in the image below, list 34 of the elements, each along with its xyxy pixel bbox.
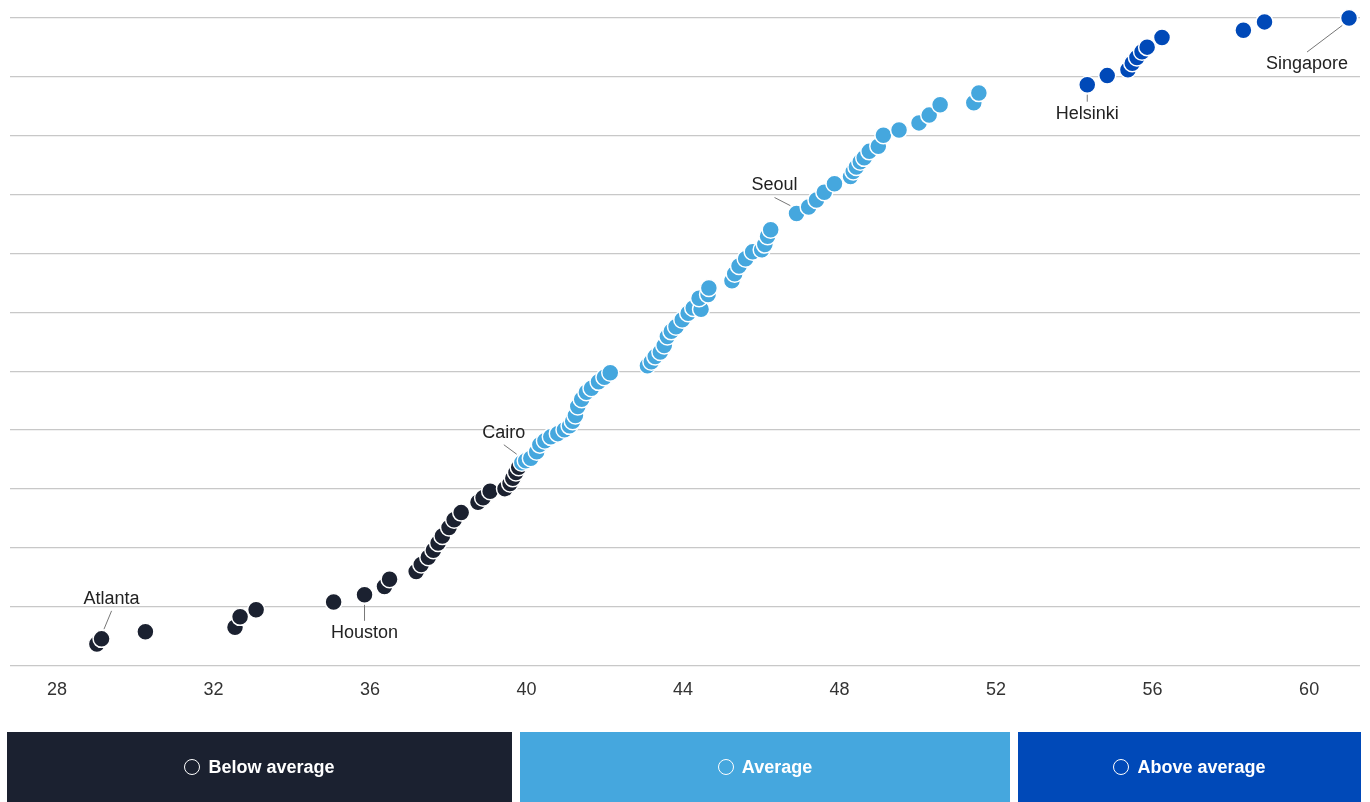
x-tick-label: 56 xyxy=(1142,679,1163,700)
point xyxy=(246,600,266,619)
point xyxy=(1152,28,1172,47)
point xyxy=(324,592,343,612)
point xyxy=(1234,21,1253,40)
annotation: Helsinki xyxy=(1055,102,1119,123)
point xyxy=(1137,37,1157,57)
legend-label: Average xyxy=(741,756,813,778)
point xyxy=(92,629,111,649)
point xyxy=(1339,8,1359,28)
annotation: Cairo xyxy=(482,421,526,442)
annotation: Singapore xyxy=(1266,52,1349,73)
legend-label: Above average xyxy=(1137,756,1266,778)
x-tick-label: 48 xyxy=(829,679,850,700)
point xyxy=(355,585,374,605)
x-tick-label: 36 xyxy=(359,679,381,700)
x-tick-label: 52 xyxy=(986,679,1007,700)
point xyxy=(451,503,471,522)
point xyxy=(1078,75,1097,94)
x-tick-label: 40 xyxy=(516,679,537,700)
x-tick-label: 60 xyxy=(1299,679,1320,700)
point xyxy=(1255,12,1274,32)
x-tick-label: 28 xyxy=(46,679,67,700)
point xyxy=(1097,66,1117,85)
x-tick-label: 44 xyxy=(673,679,694,700)
point xyxy=(136,622,155,641)
x-tick-label: 32 xyxy=(203,679,224,700)
point xyxy=(380,570,399,589)
annotation: Atlanta xyxy=(83,587,141,608)
point xyxy=(230,607,250,627)
legend-label: Below average xyxy=(208,756,335,778)
point xyxy=(480,482,500,501)
annotation: Houston xyxy=(331,621,399,642)
annotation: Seoul xyxy=(751,174,798,195)
